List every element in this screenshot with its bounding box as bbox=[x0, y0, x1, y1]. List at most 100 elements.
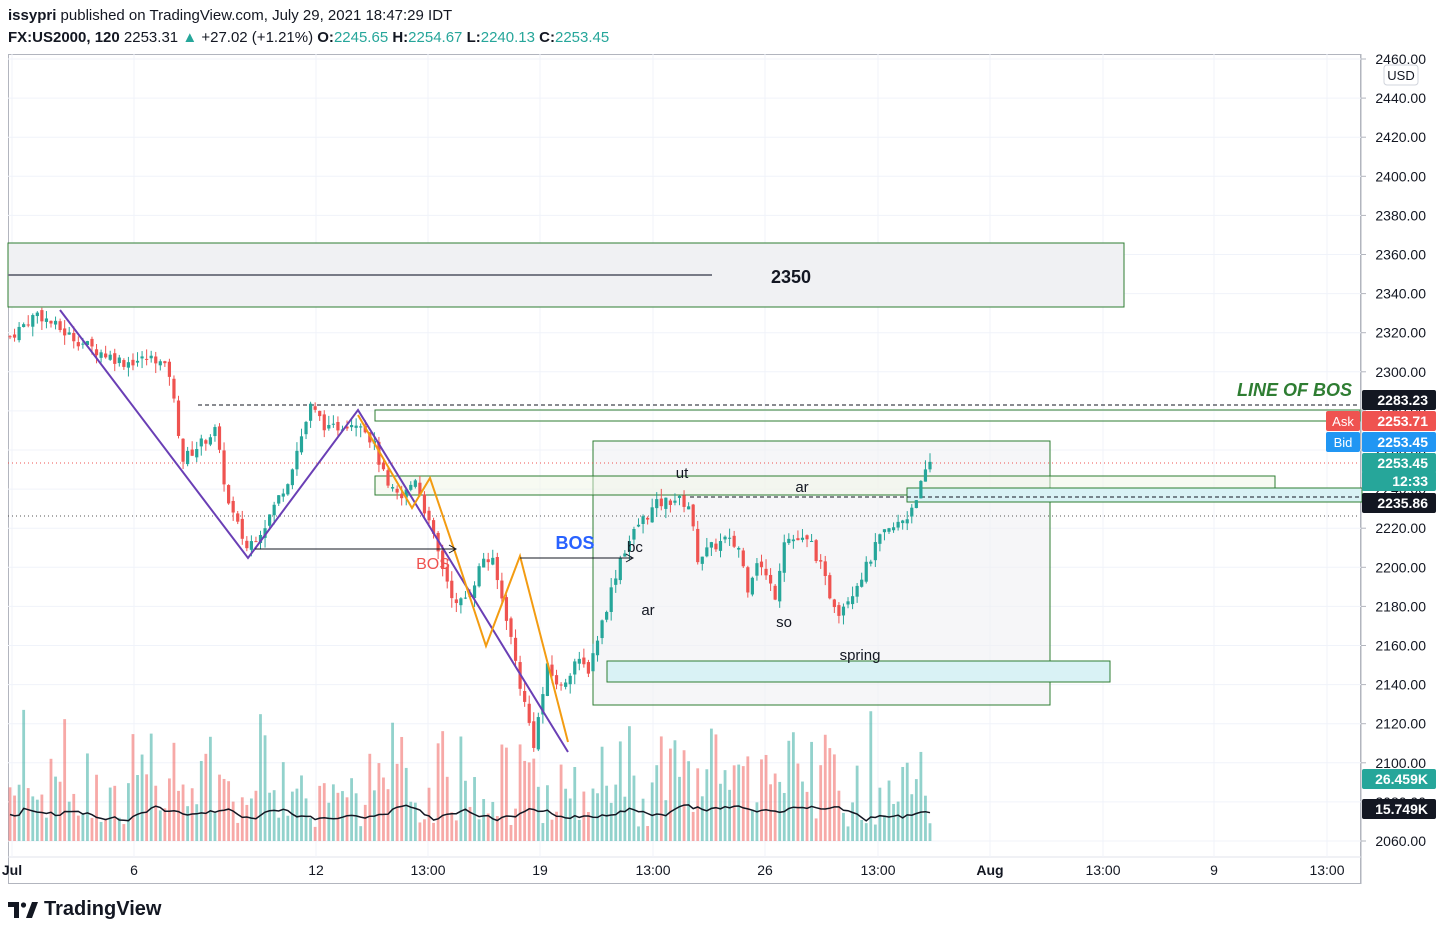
volume-bar bbox=[527, 762, 531, 841]
candle-body bbox=[195, 449, 199, 458]
candle-body bbox=[167, 361, 172, 377]
candle-body bbox=[914, 500, 918, 509]
candle-body bbox=[691, 504, 695, 527]
candle-body bbox=[582, 657, 586, 665]
volume-bar bbox=[336, 792, 340, 841]
price-tag-bg bbox=[1362, 411, 1436, 431]
volume-bar bbox=[227, 781, 231, 841]
volume-bar bbox=[54, 776, 57, 841]
volume-bar bbox=[495, 816, 499, 841]
volume-bar bbox=[719, 783, 722, 841]
volume-bar bbox=[22, 709, 26, 841]
y-tick-label: 2320.00 bbox=[1375, 325, 1426, 341]
candle-body bbox=[627, 541, 632, 552]
volume-bar bbox=[810, 741, 813, 841]
candle-body bbox=[623, 553, 627, 557]
candle-body bbox=[431, 520, 436, 534]
price-tag-bg bbox=[1362, 493, 1436, 513]
candle-body bbox=[809, 540, 814, 542]
volume-bar bbox=[76, 815, 80, 841]
volume-bar bbox=[199, 760, 203, 841]
volume-bar bbox=[445, 776, 449, 841]
volume-bar bbox=[842, 812, 845, 841]
up-arrow-icon: ▲ bbox=[182, 29, 198, 46]
volume-bar bbox=[359, 826, 363, 841]
candle-body bbox=[541, 694, 545, 715]
candle-body bbox=[286, 484, 290, 495]
volume-bar bbox=[117, 817, 121, 841]
candle-body bbox=[258, 534, 263, 544]
volume-bar bbox=[409, 801, 413, 841]
candle-body bbox=[586, 662, 591, 674]
volume-bar bbox=[587, 811, 590, 841]
currency-box[interactable] bbox=[1383, 64, 1419, 86]
candle-body bbox=[901, 520, 905, 524]
candle-body bbox=[750, 577, 754, 595]
candle-body bbox=[40, 310, 44, 322]
candle-body bbox=[573, 661, 577, 675]
purple-swing-line bbox=[59, 309, 569, 753]
currency-label: USD bbox=[1387, 68, 1414, 83]
candle-body bbox=[140, 356, 144, 359]
volume-bar bbox=[883, 815, 886, 841]
volume-bar bbox=[31, 796, 35, 841]
volume-bar bbox=[40, 794, 44, 841]
volume-bar bbox=[764, 754, 768, 841]
candle-body bbox=[217, 426, 222, 450]
volume-bar bbox=[728, 789, 732, 841]
candle-body bbox=[35, 312, 39, 317]
volume-bar bbox=[113, 785, 117, 841]
price-tag-label: Bid bbox=[1334, 435, 1353, 450]
volume-bar bbox=[546, 785, 549, 841]
candle-body bbox=[609, 587, 613, 612]
candle-body bbox=[723, 536, 727, 540]
candle-body bbox=[782, 542, 786, 573]
candle-body bbox=[860, 579, 864, 587]
volume-bar bbox=[846, 826, 850, 841]
symbol-name[interactable]: FX:US2000, 120 bbox=[8, 29, 120, 46]
volume-bar bbox=[382, 777, 385, 841]
candle-body bbox=[677, 495, 682, 498]
y-tick-label: 2120.00 bbox=[1375, 716, 1426, 732]
y-tick-label: 2420.00 bbox=[1375, 129, 1426, 145]
volume-bar bbox=[450, 812, 454, 841]
candle-body bbox=[718, 541, 723, 551]
volume-bar bbox=[245, 804, 249, 841]
volume-bar bbox=[204, 753, 208, 841]
candle-body bbox=[618, 558, 622, 581]
candle-body bbox=[359, 426, 363, 428]
volume-bar bbox=[837, 790, 841, 841]
candle-body bbox=[299, 436, 304, 453]
candle-body bbox=[322, 414, 326, 431]
volume-bar bbox=[404, 767, 408, 841]
volume-bar bbox=[158, 810, 162, 841]
x-tick-label: 9 bbox=[1210, 862, 1218, 878]
tradingview-footer[interactable]: TradingView bbox=[8, 898, 161, 921]
candle-body bbox=[595, 640, 600, 656]
demand-zone[interactable] bbox=[606, 660, 1111, 683]
volume-bar bbox=[104, 818, 108, 841]
volume-bar bbox=[646, 826, 650, 841]
candle-body bbox=[268, 514, 272, 526]
volume-bar bbox=[892, 803, 895, 841]
candle-body bbox=[910, 507, 914, 517]
candle-body bbox=[377, 441, 381, 465]
candle-body bbox=[823, 561, 827, 576]
candle-body bbox=[837, 605, 841, 616]
candle-body bbox=[591, 653, 595, 672]
x-tick-label: 13:00 bbox=[1085, 862, 1120, 878]
y-tick-label: 2360.00 bbox=[1375, 247, 1426, 263]
volume-bar bbox=[641, 798, 645, 841]
volume-bar bbox=[623, 796, 627, 841]
price-tag-label: Ask bbox=[1332, 414, 1354, 429]
volume-bar bbox=[505, 747, 508, 841]
volume-bar bbox=[696, 768, 700, 841]
candle-body bbox=[263, 528, 267, 538]
ut-label: ut bbox=[676, 465, 689, 482]
volume-bar bbox=[741, 766, 745, 841]
volume-bar bbox=[482, 799, 486, 841]
price-tag-bg bbox=[1362, 453, 1436, 473]
publisher-name[interactable]: issypri bbox=[8, 7, 57, 24]
volume-bar bbox=[600, 746, 604, 841]
